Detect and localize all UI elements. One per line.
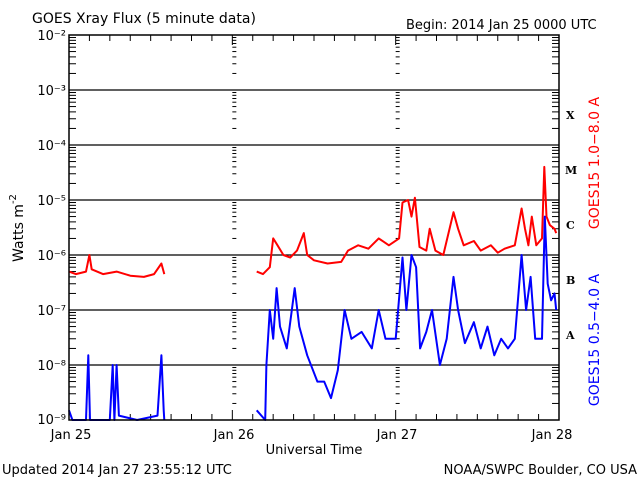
- y-tick-label: 10⁻⁹: [37, 413, 66, 428]
- legend-long-channel: GOES15 1.0−8.0 A: [587, 97, 603, 230]
- legend-short-channel: GOES15 0.5−4.0 A: [587, 274, 603, 407]
- y-tick-label: 10⁻⁵: [37, 194, 66, 209]
- y-tick-label: 10⁻²: [37, 29, 66, 44]
- series-line-short: [255, 215, 558, 421]
- axis-ticks: [68, 35, 560, 420]
- svg-text:Watts m-2: Watts m-2: [8, 194, 27, 262]
- y-tick-label: 10⁻⁷: [37, 304, 66, 319]
- flare-class-b: B: [566, 274, 575, 287]
- flare-class-a: A: [565, 329, 575, 342]
- series-lines: [68, 165, 558, 421]
- y-tick-label: 10⁻⁸: [37, 359, 66, 374]
- x-axis-label: Universal Time: [266, 443, 363, 458]
- series-line-long: [256, 165, 558, 276]
- flare-class-x: X: [566, 109, 575, 122]
- y-tick-label: 10⁻⁶: [37, 249, 66, 264]
- begin-label: Begin: 2014 Jan 25 0000 UTC: [406, 18, 597, 33]
- updated-timestamp: Updated 2014 Jan 27 23:55:12 UTC: [2, 463, 232, 478]
- y-tick-labels: 10⁻² 10⁻³ 10⁻⁴ 10⁻⁵ 10⁻⁶ 10⁻⁷ 10⁻⁸ 10⁻⁹: [37, 29, 66, 428]
- x-tick-label: Jan 27: [376, 428, 418, 443]
- y-tick-label: 10⁻⁴: [37, 139, 66, 154]
- y-axis-label-text: Watts m: [11, 204, 27, 262]
- series-line-long: [68, 254, 166, 278]
- x-tick-labels: Jan 25 Jan 26 Jan 27 Jan 28: [50, 428, 573, 443]
- grid: [69, 89, 559, 366]
- credit-label: NOAA/SWPC Boulder, CO USA: [444, 463, 637, 478]
- y-axis-label: Watts m-2: [8, 194, 27, 262]
- x-tick-label: Jan 26: [213, 428, 255, 443]
- y-axis-label-exponent: -2: [8, 194, 19, 204]
- plot-frame: [68, 34, 560, 421]
- flare-class-c: C: [566, 219, 575, 232]
- y-tick-label: 10⁻³: [37, 84, 66, 99]
- x-tick-label: Jan 25: [50, 428, 92, 443]
- chart-title: GOES Xray Flux (5 minute data): [32, 11, 256, 27]
- flare-class-labels: X M C B A: [565, 109, 577, 342]
- flare-class-m: M: [565, 164, 577, 177]
- x-tick-label: Jan 28: [531, 428, 573, 443]
